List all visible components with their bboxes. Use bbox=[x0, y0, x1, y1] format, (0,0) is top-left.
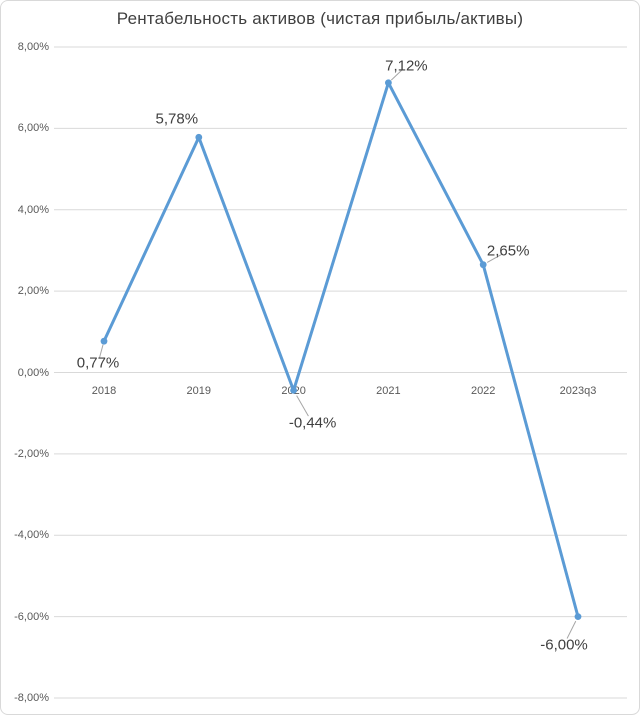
x-axis-tick-label: 2019 bbox=[186, 384, 212, 397]
x-axis-tick-label: 2021 bbox=[376, 384, 401, 397]
y-axis-tick-label: 8,00% bbox=[17, 41, 49, 53]
y-axis-tick-label: -8,00% bbox=[14, 692, 49, 704]
chart-title: Рентабельность активов (чистая прибыль/а… bbox=[116, 9, 524, 28]
x-axis-tick-label: 2018 bbox=[91, 384, 117, 397]
y-axis-tick-label: -6,00% bbox=[14, 610, 49, 623]
y-axis-tick-label: 2,00% bbox=[17, 285, 49, 298]
x-axis-tick-label: 2020 bbox=[281, 384, 306, 397]
y-axis-tick-label: 4,00% bbox=[17, 203, 49, 216]
x-axis-tick-label: 2022 bbox=[470, 384, 496, 397]
y-axis-tick-label: 0,00% bbox=[17, 366, 49, 379]
y-axis-tick-label: -4,00% bbox=[14, 529, 49, 542]
y-axis-tick-label: 6,00% bbox=[17, 122, 49, 135]
x-axis-tick-label: 2023q3 bbox=[559, 384, 597, 397]
y-axis-tick-label: -2,00% bbox=[14, 447, 49, 460]
